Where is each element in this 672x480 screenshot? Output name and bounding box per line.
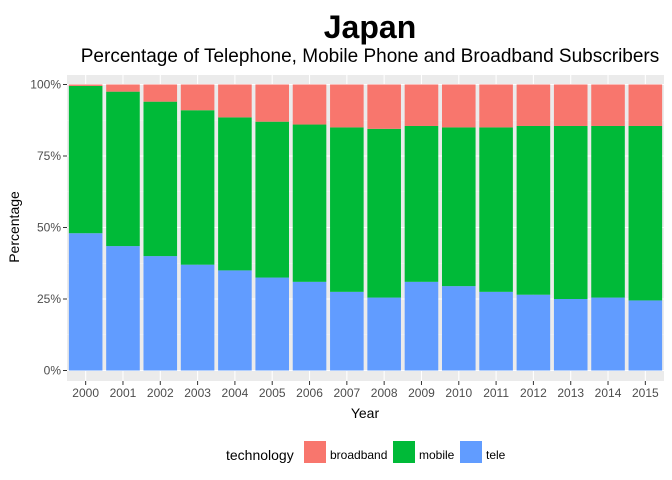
x-axis-ticks: 2000 2001 2002 2003 2004 2005 2006 2007 2008 2009…	[72, 381, 659, 400]
x-tick-label: 2014	[595, 386, 622, 400]
bar-broadband-2009	[404, 84, 439, 126]
bar-mobile-2012	[516, 125, 551, 295]
bar-tele-2012	[516, 294, 551, 371]
x-tick-label: 2005	[259, 386, 286, 400]
legend-label-broadband: broadband	[330, 448, 387, 462]
y-tick-label: 0%	[44, 364, 62, 378]
bar-broadband-2007	[330, 84, 364, 128]
bar-broadband-2005	[255, 84, 290, 122]
bar-broadband-2010	[441, 84, 476, 128]
bar-broadband-2014	[591, 84, 625, 126]
bar-tele-2015	[628, 300, 663, 371]
x-tick-label: 2008	[371, 386, 398, 400]
bar-tele-2000	[68, 233, 103, 371]
y-tick-label: 50%	[37, 221, 61, 235]
x-tick-label: 2007	[333, 386, 360, 400]
y-tick-label: 100%	[30, 78, 61, 92]
bar-broadband-2001	[106, 84, 140, 92]
bar-mobile-2013	[553, 125, 588, 299]
bar-broadband-2011	[479, 84, 513, 128]
bar-mobile-2006	[292, 124, 327, 282]
bar-tele-2006	[292, 281, 327, 371]
y-tick-label: 75%	[37, 149, 61, 163]
x-axis-title: Year	[351, 405, 380, 421]
bar-tele-2010	[441, 286, 476, 371]
bar-broadband-2000	[68, 84, 103, 86]
y-axis-ticks: 0% 25% 50% 75% 100%	[30, 78, 67, 378]
legend-key-mobile	[393, 441, 415, 463]
x-tick-label: 2004	[222, 386, 249, 400]
x-tick-label: 2013	[557, 386, 584, 400]
x-tick-label: 2010	[445, 386, 472, 400]
bar-tele-2004	[218, 270, 252, 371]
bar-broadband-2015	[628, 84, 663, 126]
x-tick-label: 2002	[147, 386, 174, 400]
bar-mobile-2015	[628, 125, 663, 301]
x-tick-label: 2009	[408, 386, 435, 400]
bar-tele-2011	[479, 291, 513, 371]
y-axis-title: Percentage	[6, 191, 22, 263]
bar-broadband-2006	[292, 84, 327, 125]
bar-tele-2013	[553, 299, 588, 371]
bar-mobile-2001	[106, 91, 140, 247]
bar-mobile-2005	[255, 121, 290, 278]
bar-broadband-2003	[180, 84, 215, 111]
chart-subtitle: Percentage of Telephone, Mobile Phone an…	[81, 46, 660, 67]
bar-mobile-2014	[591, 125, 625, 298]
legend-title: technology	[226, 447, 294, 463]
y-tick-label: 25%	[37, 292, 61, 306]
bar-mobile-2000	[68, 85, 103, 234]
bar-mobile-2002	[143, 101, 178, 257]
bar-mobile-2003	[180, 110, 215, 265]
bar-tele-2005	[255, 277, 290, 371]
bar-broadband-2002	[143, 84, 178, 102]
bar-tele-2009	[404, 281, 439, 371]
x-tick-label: 2006	[296, 386, 323, 400]
bar-broadband-2012	[516, 84, 551, 126]
bar-mobile-2009	[404, 125, 439, 282]
bar-tele-2007	[330, 291, 364, 371]
bar-tele-2014	[591, 297, 625, 371]
chart-title: Japan	[324, 9, 416, 45]
x-tick-label: 2011	[483, 386, 509, 400]
bar-mobile-2010	[441, 127, 476, 287]
bar-tele-2008	[367, 297, 401, 371]
bars	[68, 84, 663, 371]
bar-mobile-2004	[218, 117, 252, 271]
bar-broadband-2004	[218, 84, 252, 118]
bar-tele-2001	[106, 246, 140, 371]
bar-tele-2002	[143, 256, 178, 371]
bar-tele-2003	[180, 264, 215, 371]
legend-label-mobile: mobile	[419, 448, 455, 462]
bar-broadband-2013	[553, 84, 588, 126]
x-tick-label: 2015	[632, 386, 659, 400]
bar-broadband-2008	[367, 84, 401, 129]
x-tick-label: 2003	[184, 386, 211, 400]
x-tick-label: 2000	[72, 386, 99, 400]
legend-key-tele	[460, 441, 482, 463]
bar-mobile-2011	[479, 127, 513, 292]
legend-label-tele: tele	[486, 448, 506, 462]
legend: technology broadband mobile tele	[226, 441, 506, 463]
bar-mobile-2008	[367, 128, 401, 298]
x-tick-label: 2012	[520, 386, 547, 400]
legend-key-broadband	[304, 441, 326, 463]
x-tick-label: 2001	[110, 386, 137, 400]
bar-mobile-2007	[330, 127, 364, 292]
